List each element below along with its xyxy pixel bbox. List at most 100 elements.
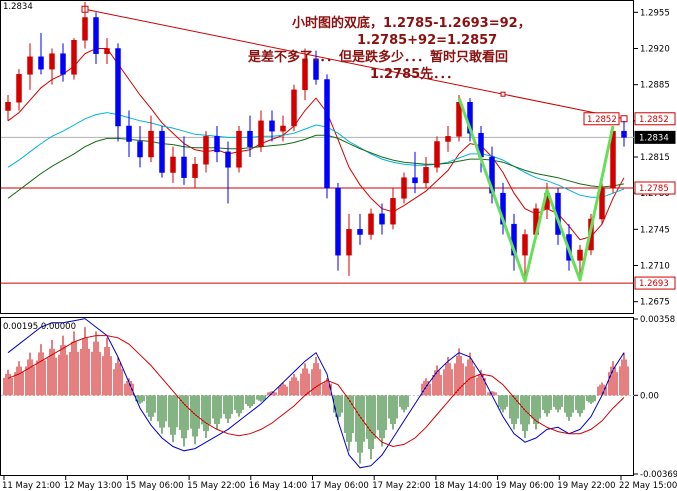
price-tick-label: 1.2710 — [640, 262, 670, 272]
price-tick-label: 1.2745 — [640, 225, 670, 235]
trendline-end-tag — [583, 112, 620, 126]
price-tick-label: 1.2815 — [640, 153, 670, 163]
candle-up — [82, 17, 88, 41]
moving-average-line — [7, 112, 625, 198]
macd-histogram — [3, 327, 629, 464]
candle-down — [126, 125, 132, 142]
price-tick-label: 1.2675 — [640, 298, 670, 308]
price-axis: 1.29551.29201.28851.28501.28151.27801.27… — [634, 8, 670, 308]
candle-down — [60, 53, 66, 75]
candle-up — [280, 125, 286, 132]
price-tag-box — [634, 181, 676, 195]
trendline — [84, 8, 625, 120]
candle-up — [390, 198, 396, 225]
candle-down — [621, 130, 627, 138]
time-tick-label: 18 May 14:00 — [434, 481, 492, 491]
annotation-line-1: 小时图的双底，1.2785-1.2693=92， — [292, 15, 531, 31]
candle-down — [313, 58, 319, 80]
candle-up — [203, 136, 209, 165]
candle-down — [357, 229, 363, 235]
candle-up — [368, 213, 374, 235]
candle-up — [346, 229, 352, 256]
candle-up — [16, 74, 22, 103]
candle-up — [577, 249, 583, 261]
macd-lines — [7, 318, 625, 469]
candle-up — [445, 136, 451, 142]
time-tick-label: 15 May 22:00 — [187, 481, 245, 491]
price-tick-label: 1.2920 — [640, 45, 670, 55]
price-tag-box — [634, 276, 676, 290]
time-tick-label: 11 May 21:00 — [2, 481, 60, 491]
candle-down — [247, 130, 253, 147]
time-tick-label: 17 May 06:00 — [311, 481, 369, 491]
candle-down — [115, 48, 121, 127]
annotation-line-3: 是差不多了．．．但是跌多少．．．暂时只敢看回 — [247, 49, 508, 65]
price-tag-box — [634, 112, 676, 126]
candle-up — [291, 89, 297, 127]
candle-up — [599, 187, 605, 220]
candle-down — [159, 130, 165, 173]
time-tick-label: 17 May 22:00 — [372, 481, 430, 491]
candle-up — [170, 156, 176, 173]
candle-up — [5, 101, 11, 111]
macd-tick-label: 0.00358 — [640, 315, 675, 325]
candle-up — [302, 58, 308, 91]
macd-line — [7, 318, 625, 469]
moving-average-line — [7, 134, 625, 199]
candle-up — [104, 48, 110, 54]
double-bottom-line — [457, 97, 615, 283]
time-axis: 11 May 21:00 12 May 13:00 15 May 06:00 15 M… — [2, 476, 677, 491]
candle-down — [412, 177, 418, 184]
price-tag-label: 1.2785 — [639, 184, 669, 194]
candle-down — [214, 136, 220, 153]
candle-up — [27, 56, 33, 75]
price-tag-label: 1.2852 — [639, 115, 669, 125]
macd-header: 0.00195 0.00000 — [3, 322, 76, 332]
time-tick-label: 19 May 06:00 — [496, 481, 554, 491]
candle-up — [49, 53, 55, 70]
moving-averages — [7, 48, 625, 241]
macd-tick-label: -0.00369 — [640, 470, 677, 480]
macd-line — [7, 335, 625, 448]
price-tags: 1.2852 1.2834 1.2785 1.2693 1.2852 — [583, 112, 676, 290]
candle-down — [379, 213, 385, 225]
candle-down — [269, 120, 275, 132]
candle-up — [434, 141, 440, 168]
annotation-line-4: 1.2785先．．． — [370, 66, 459, 82]
time-tick-label: 22 May 15:00 — [619, 481, 677, 491]
horizontal-levels — [1, 136, 634, 284]
candle-down — [38, 56, 44, 70]
candle-down — [225, 151, 231, 168]
price-tick-label: 1.2885 — [640, 81, 670, 91]
time-tick-label: 12 May 13:00 — [64, 481, 122, 491]
trendline-end-label: 1.2852 — [587, 115, 617, 125]
candle-up — [401, 177, 407, 199]
candle-up — [192, 163, 198, 178]
time-tick-label: 16 May 14:00 — [249, 481, 307, 491]
macd-axis: 0.00358 0.00 -0.00369 — [634, 315, 677, 480]
price-panel — [0, 0, 634, 314]
time-tick-label: 15 May 06:00 — [125, 481, 183, 491]
candle-up — [423, 167, 429, 184]
candle-down — [181, 156, 187, 178]
candle-down — [93, 17, 99, 54]
candle-down — [335, 187, 341, 256]
candle-down — [324, 79, 330, 189]
macd-tick-label: 0.00 — [640, 391, 659, 401]
candle-down — [137, 141, 143, 158]
candle-up — [71, 39, 77, 75]
price-tag-label: 1.2834 — [639, 133, 669, 143]
candle-up — [258, 120, 264, 147]
macd-panel — [0, 317, 634, 476]
moving-average-line — [7, 48, 625, 241]
annotation: 小时图的双底，1.2785-1.2693=92， 1.2785+92=1.285… — [247, 15, 531, 82]
time-tick-label: 19 May 22:00 — [557, 481, 615, 491]
candle-up — [522, 234, 528, 256]
candle-up — [148, 130, 154, 158]
price-tick-label: 1.2955 — [640, 8, 670, 18]
candle-up — [236, 130, 242, 168]
annotation-line-2: 1.2785+92=1.2857 — [357, 33, 497, 48]
trendline-anchor — [500, 91, 506, 97]
price-tag-label: 1.2693 — [639, 279, 669, 289]
